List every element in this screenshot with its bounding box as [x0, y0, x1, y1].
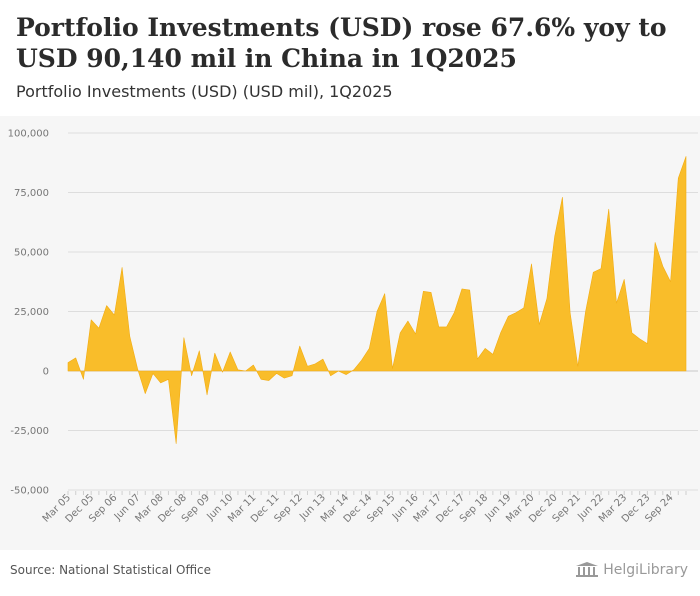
chart-title: Portfolio Investments (USD) rose 67.6% y… [16, 13, 667, 73]
area-series [67, 156, 687, 444]
y-tick-label: 50,000 [14, 248, 49, 259]
y-tick-label: -25,000 [10, 426, 49, 437]
y-tick-label: 25,000 [14, 307, 49, 318]
chart-subtitle: Portfolio Investments (USD) (USD mil), 1… [16, 82, 393, 101]
y-tick-label: 0 [43, 367, 49, 378]
y-tick-label: 75,000 [14, 188, 49, 199]
brand-name: HelgiLibrary [603, 562, 688, 578]
y-tick-label: -50,000 [10, 486, 49, 497]
source-note: Source: National Statistical Office [10, 563, 212, 577]
building-columns-icon [575, 562, 599, 578]
brand-logo[interactable]: HelgiLibrary [575, 562, 688, 578]
y-tick-label: 100,000 [8, 129, 49, 140]
